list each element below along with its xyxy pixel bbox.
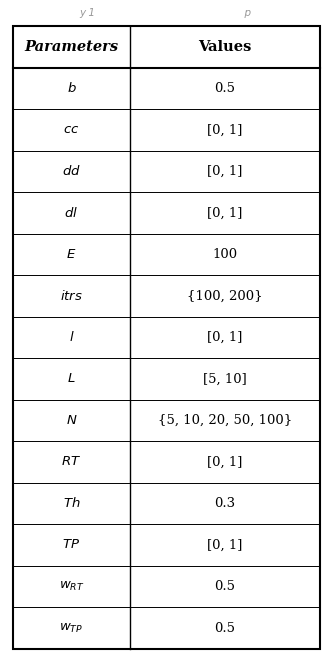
Text: $Th$: $Th$: [63, 496, 80, 511]
Text: [0, 1]: [0, 1]: [207, 124, 243, 137]
Text: Parameters: Parameters: [24, 40, 118, 54]
Text: $N$: $N$: [66, 414, 77, 427]
Text: $dd$: $dd$: [62, 164, 81, 179]
Text: y 1                                              p: y 1 p: [79, 8, 251, 18]
Text: 0.5: 0.5: [214, 580, 236, 593]
Text: [0, 1]: [0, 1]: [207, 455, 243, 468]
Text: [0, 1]: [0, 1]: [207, 538, 243, 551]
Text: {100, 200}: {100, 200}: [187, 290, 263, 302]
Text: $L$: $L$: [67, 373, 76, 385]
Text: [0, 1]: [0, 1]: [207, 165, 243, 178]
Text: [5, 10]: [5, 10]: [203, 373, 247, 385]
Text: $RT$: $RT$: [61, 455, 82, 468]
Text: 100: 100: [213, 248, 238, 261]
Text: $itrs$: $itrs$: [60, 289, 83, 303]
Text: 0.5: 0.5: [214, 621, 236, 634]
Text: $l$: $l$: [69, 330, 74, 345]
Text: $b$: $b$: [67, 81, 77, 95]
Text: Values: Values: [198, 40, 252, 54]
Text: {5, 10, 20, 50, 100}: {5, 10, 20, 50, 100}: [158, 414, 292, 427]
Text: [0, 1]: [0, 1]: [207, 331, 243, 344]
Text: [0, 1]: [0, 1]: [207, 207, 243, 220]
Text: 0.3: 0.3: [214, 497, 236, 510]
Text: 0.5: 0.5: [214, 82, 236, 95]
Text: $TP$: $TP$: [62, 538, 81, 551]
Text: $E$: $E$: [66, 248, 77, 261]
Text: $w_{RT}$: $w_{RT}$: [59, 580, 84, 593]
Text: $cc$: $cc$: [63, 124, 80, 137]
Text: $w_{TP}$: $w_{TP}$: [59, 621, 83, 634]
Text: $dl$: $dl$: [64, 206, 79, 220]
